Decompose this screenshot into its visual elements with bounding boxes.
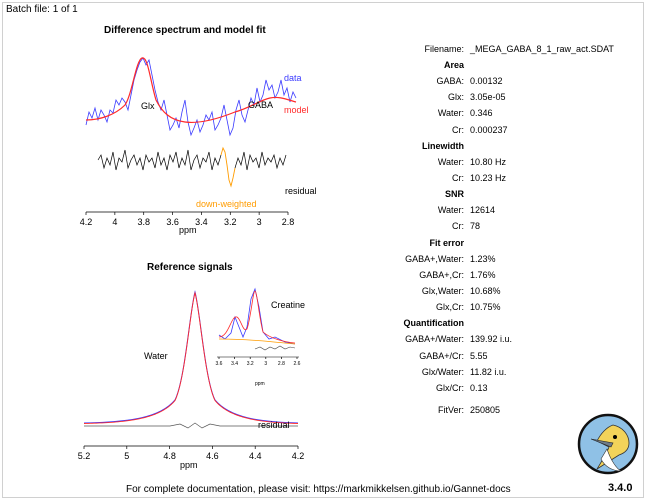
metric-label: GABA+/Cr:	[419, 350, 464, 361]
metric-value: 10.68%	[470, 286, 501, 296]
x-tick-label: 4.2	[80, 217, 93, 227]
metric-value: 11.82 i.u.	[470, 366, 507, 377]
batch-file-label: Batch file: 1 of 1	[6, 4, 78, 15]
x-tick-label: 3.8	[137, 217, 150, 227]
metric-value: 10.75%	[470, 302, 501, 313]
legend-model-label: model	[284, 105, 309, 115]
creatine-model-line	[218, 290, 296, 344]
fitver-value: 250805	[470, 405, 501, 416]
metric-value: 5.55	[470, 350, 488, 361]
x-tick-label: 3.2	[224, 217, 237, 227]
metric-value: 0.13	[470, 383, 488, 393]
metric-value: 10.80 Hz	[470, 156, 507, 167]
inset-x-axis-ticks: 3.6 3.4 3.2 3 2.8 2.6	[216, 357, 301, 367]
residual-series-line	[97, 149, 222, 171]
metric-label: Glx,Water:	[421, 286, 464, 296]
inset-x-axis-label: ppm	[255, 381, 265, 387]
gaba-peak-label: GABA	[248, 100, 274, 110]
x-tick-label: 4.4	[249, 451, 262, 461]
x-tick-label: 4.2	[292, 451, 305, 461]
metric-label: Cr:	[452, 173, 464, 183]
ref-x-axis-label: ppm	[180, 460, 198, 470]
diff-plot-title: Difference spectrum and model fit	[104, 25, 266, 36]
metric-value: 0.346	[470, 108, 493, 119]
gannet-logo	[577, 413, 639, 475]
x-tick-label: 3.6	[166, 217, 179, 227]
creatine-label: Creatine	[271, 300, 306, 310]
x-tick-label: 3	[264, 361, 267, 367]
x-tick-label: 3.2	[247, 361, 254, 367]
data-series-line	[85, 57, 297, 137]
water-residual-line	[84, 422, 298, 429]
section-header: Quantification	[403, 318, 465, 329]
metric-label: Glx,Cr:	[436, 302, 464, 313]
metric-value: 139.92 i.u.	[470, 334, 513, 345]
x-tick-label: 2.8	[282, 217, 295, 227]
down-weighted-label: down-weighted	[196, 199, 257, 209]
metric-value: 10.23 Hz	[470, 173, 507, 183]
x-tick-label: 5	[124, 451, 129, 461]
metric-label: Water:	[437, 205, 464, 216]
metric-value: 0.00132	[470, 76, 503, 86]
x-tick-label: 5.2	[78, 451, 91, 461]
creatine-residual-line	[254, 345, 296, 351]
ref-x-axis-ticks: 5.2 5 4.8 4.6 4.4 4.2	[78, 446, 305, 461]
water-model-line	[83, 291, 299, 424]
section-header: SNR	[444, 189, 464, 200]
metric-label: Glx/Cr:	[436, 383, 464, 393]
x-tick-label: 4.6	[206, 451, 219, 461]
water-label: Water	[144, 351, 168, 361]
ref-plot-title: Reference signals	[147, 262, 233, 273]
ref-residual-label: residual	[258, 420, 290, 430]
x-tick-label: 3.6	[216, 361, 223, 367]
section-header: Fit error	[429, 237, 464, 248]
residual-label: residual	[285, 186, 317, 196]
section-header: Area	[443, 60, 464, 70]
model-series-line	[85, 57, 297, 123]
x-axis-ticks: 4.2 4 3.8 3.6 3.4 3.2 3 2.8	[80, 212, 295, 227]
creatine-inset-plot: 3.6 3.4 3.2 3 2.8 2.6	[216, 287, 301, 367]
metric-value: 3.05e-05	[470, 92, 506, 103]
metric-label: GABA+,Cr:	[419, 269, 464, 280]
difference-spectrum-plot: 4.2 4 3.8 3.6 3.4 3.2 3 2.8	[80, 57, 297, 227]
metric-label: Glx:	[447, 92, 464, 103]
metric-value: 1.76%	[470, 269, 496, 280]
glx-peak-label: Glx	[141, 101, 155, 111]
legend-data-label: data	[284, 73, 302, 83]
residual-tail-line	[234, 151, 287, 171]
metric-label: Cr:	[452, 221, 464, 232]
metric-label: GABA:	[436, 76, 464, 86]
x-tick-label: 2.8	[278, 361, 285, 367]
metric-value: 12614	[470, 205, 496, 216]
creatine-baseline-line	[218, 338, 296, 345]
metric-label: Water:	[437, 156, 464, 167]
x-tick-label: 3	[257, 217, 262, 227]
x-tick-label: 4.8	[163, 451, 176, 461]
down-weighted-residual-line	[220, 146, 236, 188]
filename-label: Filename:	[424, 44, 464, 54]
x-tick-label: 2.6	[294, 361, 301, 367]
documentation-footer: For complete documentation, please visit…	[126, 484, 511, 495]
section-header: Linewidth	[422, 140, 464, 151]
metric-value: 0.000237	[470, 124, 508, 135]
version-label: 3.4.0	[608, 482, 633, 494]
metric-label: Cr:	[452, 124, 464, 135]
filename-value: _MEGA_GABA_8_1_raw_act.SDAT	[470, 44, 614, 54]
metric-value: 1.23%	[470, 253, 496, 264]
x-tick-label: 3.4	[231, 361, 238, 367]
metric-label: GABA+,Water:	[405, 253, 464, 264]
fitver-label: FitVer:	[437, 405, 464, 416]
metric-label: Glx/Water:	[421, 366, 464, 377]
metric-label: Water:	[437, 108, 464, 119]
metric-value: 78	[470, 221, 481, 232]
metric-label: GABA+/Water:	[405, 334, 464, 345]
x-tick-label: 4	[112, 217, 117, 227]
diff-x-axis-label: ppm	[179, 225, 197, 235]
reference-signals-plot: 5.2 5 4.8 4.6 4.4 4.2	[78, 290, 305, 461]
x-tick-label: 3.4	[195, 217, 208, 227]
